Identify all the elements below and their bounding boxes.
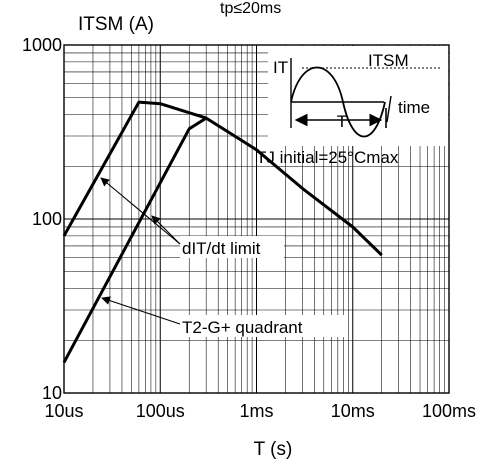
series-group [62,100,383,364]
x-tick-label: 10ms [331,401,375,421]
x-tick-label: 10us [44,401,83,421]
inset-background [268,46,448,146]
y-tick-label: 100 [32,209,62,229]
inset-time-label: time [398,98,430,117]
inset-period-label: T [337,112,347,131]
annotation-dit-dt-arrow-1 [100,177,181,245]
inset-time-marker [386,95,392,123]
chart-title: tp≤20ms [220,0,281,17]
annotation-dit-dt-label: dIT/dt limit [182,239,261,258]
x-axis-label: T (s) [254,439,293,460]
annotation-t2g-arrow [101,296,181,325]
x-tick-labels: 10us 100us 1ms 10ms 100ms [44,401,476,421]
annotation-dit-dt-bg [180,236,284,258]
inset-condition-label: TJ initial=25°Cmax [256,148,399,167]
plot-frame [63,44,450,394]
inset-it-label: IT [273,58,288,77]
x-tick-label: 1ms [239,401,273,421]
annotation-t2g-bg [180,315,348,337]
y-tick-label: 1000 [22,35,62,55]
annotation-t2g-label: T2-G+ quadrant [182,318,303,337]
inset-panel: IT ITSM T time TJ initial=25°Cmax [256,46,448,167]
inset-sine-wave [290,66,386,138]
series-line-1 [62,100,383,257]
x-tick-label: 100us [136,401,185,421]
annotation-t2g: T2-G+ quadrant [101,296,348,337]
annotation-dit-dt-arrow-2 [151,215,181,245]
series-line-2 [62,116,207,364]
x-tick-label: 100ms [422,401,476,421]
y-tick-label: 10 [42,383,62,403]
y-axis-label: ITSM (A) [78,14,154,35]
y-tick-labels: 10 100 1000 [22,35,62,403]
inset-itsm-label: ITSM [368,51,409,70]
annotation-dit-dt: dIT/dt limit [100,177,284,258]
